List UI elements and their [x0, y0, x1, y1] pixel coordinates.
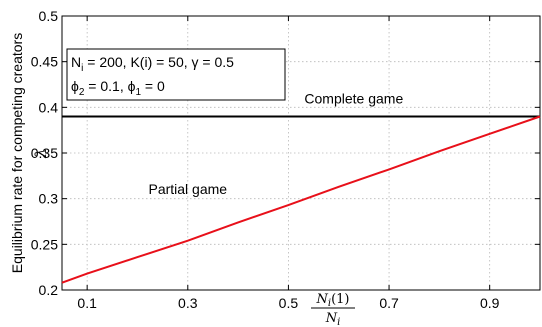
- y-tick-label: 0.3: [39, 191, 59, 207]
- y-tick-label: 0.4: [39, 99, 59, 115]
- params-box-frame: [66, 48, 286, 101]
- x-label-numerator: Ni(1): [316, 292, 350, 309]
- y-tick-label: 0.45: [31, 54, 58, 70]
- y-tick-label: 0.5: [39, 8, 59, 24]
- params-box: Ni = 200, K(i) = 50, γ = 0.5 ϕ2 = 0.1, ϕ…: [66, 48, 286, 101]
- tick-labels: 0.1 0.3 0.5 0.7 0.9 0.2 0.25 0.3 0.35 0.4 0.45 0.5: [31, 8, 500, 311]
- grid: [62, 16, 540, 290]
- x-tick-label: 0.9: [480, 295, 500, 311]
- annotation-partial-game: Partial game: [148, 181, 227, 197]
- x-tick-label: 0.7: [379, 295, 399, 311]
- x-tick-label: 0.1: [77, 295, 97, 311]
- params-line-1: Ni = 200, K(i) = 50, γ = 0.5: [71, 54, 234, 74]
- x-tick-label: 0.5: [279, 295, 299, 311]
- x-axis-label: Ni(1) Ni: [311, 292, 355, 327]
- y-axis-label: Equilibrium rate for competing creators: [9, 33, 25, 273]
- x-tick-label: 0.3: [178, 295, 198, 311]
- y-tick-label: 0.25: [31, 236, 58, 252]
- y-axis-symbol: λ: [32, 148, 50, 159]
- y-tick-label: 0.35: [31, 145, 58, 161]
- x-label-denominator: Ni: [325, 311, 341, 327]
- params-line-2: ϕ2 = 0.1, ϕ1 = 0: [71, 78, 165, 98]
- series-partial-game: [61, 115, 541, 284]
- y-tick-label: 0.2: [39, 282, 59, 298]
- annotation-complete-game: Complete game: [304, 91, 403, 107]
- ticks: [62, 15, 540, 291]
- series-layer: [61, 115, 541, 284]
